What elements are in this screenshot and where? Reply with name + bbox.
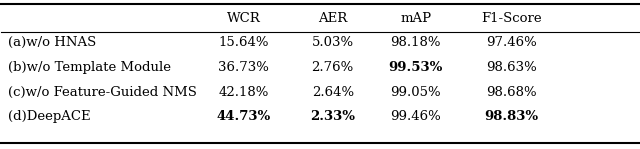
Text: 44.73%: 44.73%: [216, 110, 271, 123]
Text: AER: AER: [318, 12, 348, 25]
Text: 99.53%: 99.53%: [388, 61, 443, 74]
Text: (d)DeepACE: (d)DeepACE: [8, 110, 90, 123]
Text: 97.46%: 97.46%: [486, 36, 536, 49]
Text: F1-Score: F1-Score: [481, 12, 541, 25]
Text: 98.63%: 98.63%: [486, 61, 536, 74]
Text: 98.68%: 98.68%: [486, 86, 536, 98]
Text: (c)w/o Feature-Guided NMS: (c)w/o Feature-Guided NMS: [8, 86, 196, 98]
Text: 2.76%: 2.76%: [312, 61, 354, 74]
Text: (b)w/o Template Module: (b)w/o Template Module: [8, 61, 171, 74]
Text: WCR: WCR: [227, 12, 260, 25]
Text: 2.64%: 2.64%: [312, 86, 354, 98]
Text: 98.18%: 98.18%: [390, 36, 441, 49]
Text: 5.03%: 5.03%: [312, 36, 354, 49]
Text: 99.46%: 99.46%: [390, 110, 441, 123]
Text: 42.18%: 42.18%: [218, 86, 269, 98]
Text: 2.33%: 2.33%: [310, 110, 355, 123]
Text: mAP: mAP: [400, 12, 431, 25]
Text: (a)w/o HNAS: (a)w/o HNAS: [8, 36, 96, 49]
Text: 36.73%: 36.73%: [218, 61, 269, 74]
Text: 99.05%: 99.05%: [390, 86, 441, 98]
Text: 98.83%: 98.83%: [484, 110, 538, 123]
Text: 15.64%: 15.64%: [218, 36, 269, 49]
